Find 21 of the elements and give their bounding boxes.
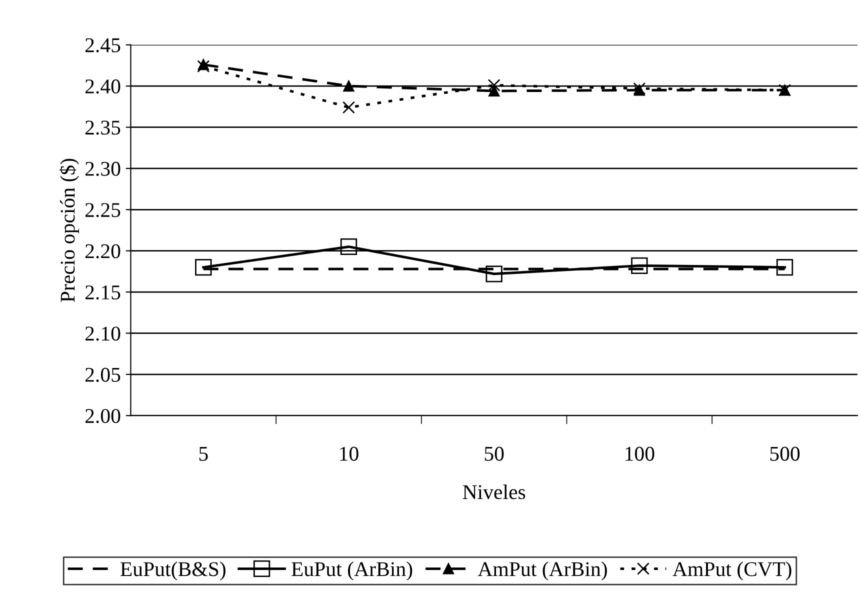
x-tick-label: 100 xyxy=(626,446,654,461)
x-tick-label: 5 xyxy=(199,446,208,461)
legend-label: EuPut(B&S) xyxy=(120,562,226,580)
x-tick-label: 500 xyxy=(770,446,800,461)
y-axis-title: Precio opción ($) xyxy=(59,158,79,302)
legend-label: EuPut (ArBin) xyxy=(292,562,412,580)
legend-label: AmPut (ArBin) xyxy=(478,562,607,580)
y-tick-label: 2.20 xyxy=(85,244,120,258)
x-axis-title: Niveles xyxy=(462,484,526,500)
y-tick-label: 2.40 xyxy=(85,79,120,94)
y-tick-label: 2.00 xyxy=(85,408,120,424)
y-tick-label: 2.15 xyxy=(85,285,120,300)
y-tick-label: 2.45 xyxy=(85,38,120,52)
x-tick-label: 10 xyxy=(340,446,358,461)
y-tick-label: 2.25 xyxy=(85,203,120,218)
y-tick-label: 2.35 xyxy=(85,120,120,135)
y-tick-label: 2.10 xyxy=(85,326,120,341)
legend-label: AmPut (CVT) xyxy=(672,562,792,580)
y-tick-label: 2.05 xyxy=(85,368,120,382)
y-tick-label: 2.30 xyxy=(85,162,120,176)
x-tick-label: 50 xyxy=(484,446,504,461)
